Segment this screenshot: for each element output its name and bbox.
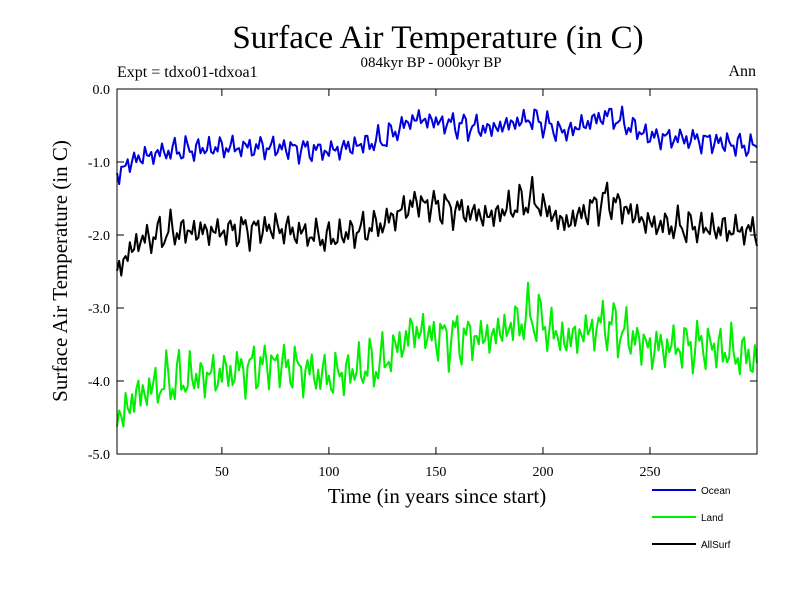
x-axis-ticks: 50 100 150 200 250: [215, 89, 660, 480]
y-axis-ticks: 0.0 -1.0 -2.0 -3.0 -4.0 -5.0: [88, 83, 757, 463]
chart-title: Surface Air Temperature (in C): [232, 20, 643, 56]
legend-label-land: Land: [701, 513, 723, 524]
y-tick-label: -5.0: [88, 448, 110, 463]
legend-label-ocean: Ocean: [701, 486, 730, 497]
legend-label-allsurf: AllSurf: [701, 540, 731, 551]
season-label: Ann: [728, 63, 756, 80]
y-tick-label: -1.0: [88, 156, 110, 171]
chart-subtitle: 084kyr BP - 000kyr BP: [360, 55, 501, 71]
x-tick-label: 150: [425, 465, 446, 480]
y-tick-label: -3.0: [88, 302, 110, 317]
x-tick-label: 200: [532, 465, 553, 480]
x-tick-label: 100: [318, 465, 339, 480]
legend: Ocean Land AllSurf: [652, 486, 731, 551]
series-layer: [116, 105, 758, 428]
x-axis-label: Time (in years since start): [328, 484, 547, 508]
x-tick-label: 250: [639, 465, 660, 480]
x-tick-label: 50: [215, 465, 229, 480]
series-line-land: [116, 281, 758, 428]
y-tick-label: -4.0: [88, 375, 110, 390]
y-tick-label: 0.0: [93, 83, 111, 98]
y-tick-label: -2.0: [88, 229, 110, 244]
series-line-ocean: [116, 105, 758, 186]
experiment-label: Expt = tdxo01-tdxoa1: [117, 64, 258, 81]
plot-frame: [116, 88, 758, 455]
series-line-allsurf: [116, 175, 758, 277]
y-axis-label: Surface Air Temperature (in C): [48, 140, 72, 402]
